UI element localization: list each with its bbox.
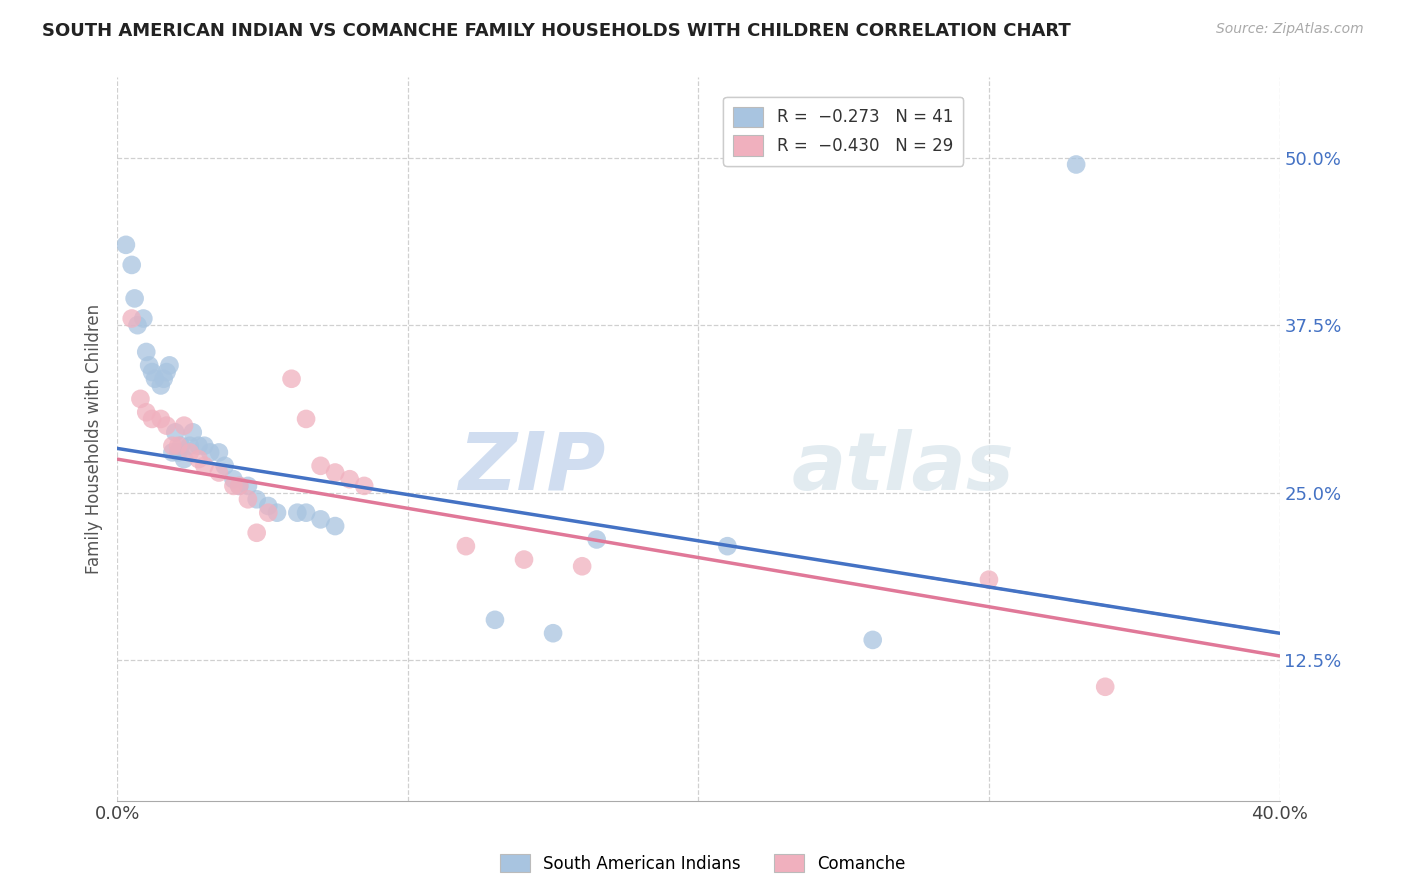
Text: atlas: atlas xyxy=(792,429,1014,507)
Point xyxy=(323,519,346,533)
Point xyxy=(124,292,146,306)
Point xyxy=(159,359,181,373)
Point xyxy=(257,506,280,520)
Point xyxy=(309,512,332,526)
Point xyxy=(181,425,204,440)
Point xyxy=(716,539,738,553)
Point xyxy=(208,445,231,459)
Point xyxy=(167,439,190,453)
Point xyxy=(541,626,564,640)
Point xyxy=(143,372,166,386)
Point xyxy=(152,372,174,386)
Point xyxy=(121,258,143,272)
Point xyxy=(977,573,1000,587)
Point xyxy=(179,439,201,453)
Point xyxy=(155,418,177,433)
Point xyxy=(353,479,375,493)
Point xyxy=(193,458,215,473)
Point xyxy=(187,452,209,467)
Point xyxy=(138,359,160,373)
Point xyxy=(214,458,236,473)
Point xyxy=(127,318,149,333)
Point xyxy=(162,445,184,459)
Point xyxy=(1064,157,1087,171)
Point xyxy=(222,479,245,493)
Point xyxy=(132,311,155,326)
Point xyxy=(323,466,346,480)
Point xyxy=(173,452,195,467)
Point xyxy=(141,412,163,426)
Point xyxy=(167,445,190,459)
Point xyxy=(246,492,269,507)
Point xyxy=(309,458,332,473)
Point xyxy=(454,539,477,553)
Point xyxy=(170,439,193,453)
Legend: R =  −0.273   N = 41, R =  −0.430   N = 29: R = −0.273 N = 41, R = −0.430 N = 29 xyxy=(724,96,963,166)
Point xyxy=(228,479,250,493)
Point xyxy=(149,412,172,426)
Point xyxy=(571,559,593,574)
Point xyxy=(257,499,280,513)
Point xyxy=(208,466,231,480)
Point xyxy=(135,345,157,359)
Point xyxy=(236,492,259,507)
Point xyxy=(187,439,209,453)
Point xyxy=(115,237,138,252)
Point xyxy=(246,525,269,540)
Text: SOUTH AMERICAN INDIAN VS COMANCHE FAMILY HOUSEHOLDS WITH CHILDREN CORRELATION CH: SOUTH AMERICAN INDIAN VS COMANCHE FAMILY… xyxy=(42,22,1071,40)
Point xyxy=(339,472,361,486)
Point xyxy=(165,425,187,440)
Point xyxy=(121,311,143,326)
Point xyxy=(585,533,607,547)
Point xyxy=(228,479,250,493)
Point xyxy=(135,405,157,419)
Point xyxy=(193,439,215,453)
Legend: South American Indians, Comanche: South American Indians, Comanche xyxy=(494,847,912,880)
Point xyxy=(141,365,163,379)
Point xyxy=(179,445,201,459)
Point xyxy=(149,378,172,392)
Text: ZIP: ZIP xyxy=(458,429,606,507)
Point xyxy=(236,479,259,493)
Point xyxy=(155,365,177,379)
Point xyxy=(513,552,536,566)
Point xyxy=(295,506,318,520)
Point xyxy=(484,613,506,627)
Point xyxy=(280,372,302,386)
Point xyxy=(198,445,221,459)
Point xyxy=(862,632,884,647)
Point xyxy=(162,439,184,453)
Point xyxy=(295,412,318,426)
Point xyxy=(1094,680,1116,694)
Point xyxy=(222,472,245,486)
Point xyxy=(285,506,308,520)
Point xyxy=(266,506,288,520)
Text: Source: ZipAtlas.com: Source: ZipAtlas.com xyxy=(1216,22,1364,37)
Point xyxy=(129,392,152,406)
Point xyxy=(173,418,195,433)
Y-axis label: Family Households with Children: Family Households with Children xyxy=(86,304,103,574)
